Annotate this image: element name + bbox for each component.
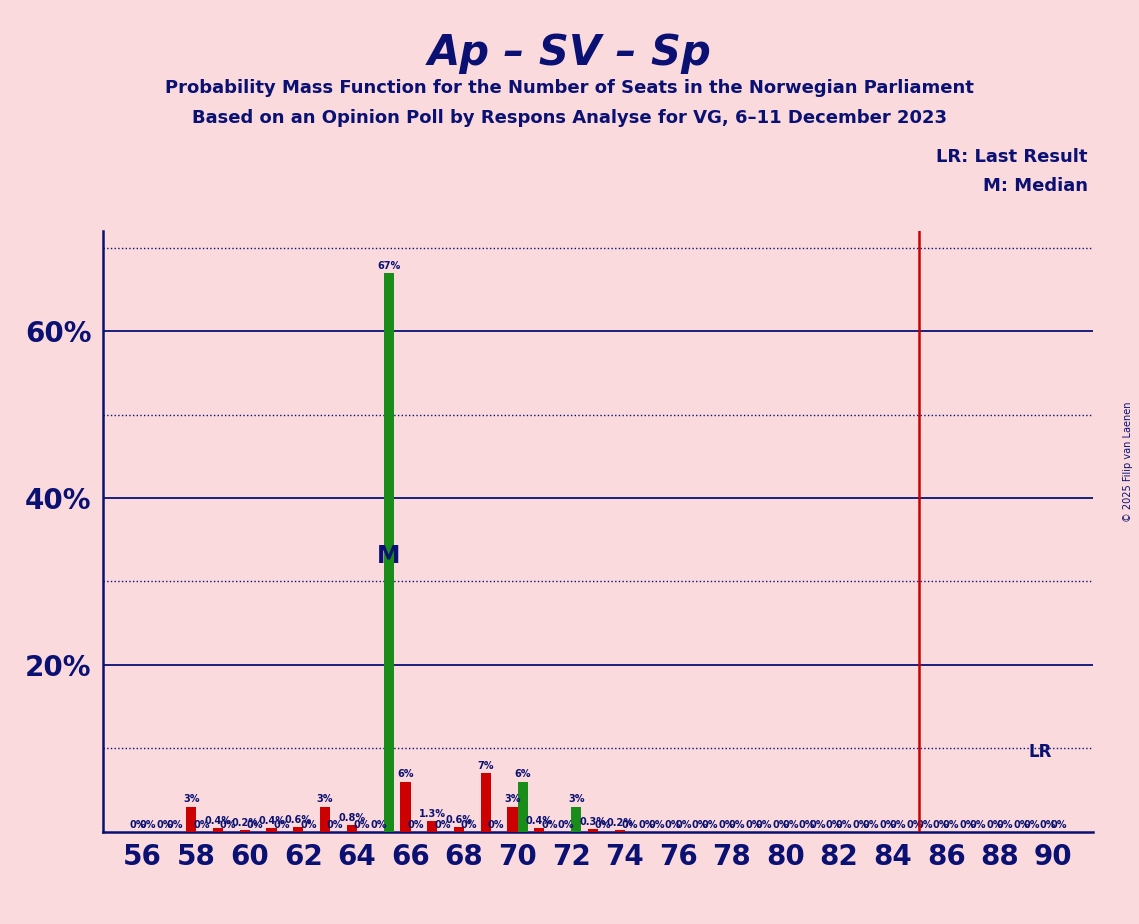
- Text: 0%: 0%: [370, 820, 387, 830]
- Bar: [517, 782, 527, 832]
- Text: 3%: 3%: [505, 795, 521, 805]
- Bar: [534, 828, 544, 832]
- Text: 0%: 0%: [729, 820, 745, 830]
- Text: 0%: 0%: [327, 820, 344, 830]
- Bar: [267, 828, 277, 832]
- Text: 0%: 0%: [541, 820, 558, 830]
- Text: 0%: 0%: [986, 820, 1002, 830]
- Bar: [400, 782, 410, 832]
- Text: © 2025 Filip van Laenen: © 2025 Filip van Laenen: [1123, 402, 1132, 522]
- Bar: [508, 807, 517, 832]
- Text: 0%: 0%: [461, 820, 477, 830]
- Text: 0%: 0%: [943, 820, 959, 830]
- Text: 0.8%: 0.8%: [338, 813, 366, 823]
- Text: 0%: 0%: [273, 820, 290, 830]
- Text: 0%: 0%: [166, 820, 182, 830]
- Text: 0%: 0%: [755, 820, 772, 830]
- Bar: [213, 828, 223, 832]
- Text: 0%: 0%: [906, 820, 923, 830]
- Text: M: Median: M: Median: [983, 177, 1088, 195]
- Bar: [186, 807, 196, 832]
- Text: 0%: 0%: [933, 820, 949, 830]
- Text: 7%: 7%: [477, 761, 494, 772]
- Text: 0%: 0%: [959, 820, 976, 830]
- Text: 0.3%: 0.3%: [580, 817, 606, 827]
- Text: 0%: 0%: [772, 820, 788, 830]
- Text: 0.4%: 0.4%: [204, 816, 231, 826]
- Text: M: M: [377, 544, 401, 568]
- Text: 0%: 0%: [997, 820, 1013, 830]
- Text: 0%: 0%: [691, 820, 708, 830]
- Text: 0%: 0%: [745, 820, 762, 830]
- Text: 0%: 0%: [595, 820, 612, 830]
- Text: 0%: 0%: [130, 820, 146, 830]
- Text: Based on an Opinion Poll by Respons Analyse for VG, 6–11 December 2023: Based on an Opinion Poll by Respons Anal…: [192, 109, 947, 127]
- Text: 0%: 0%: [916, 820, 933, 830]
- Text: 3%: 3%: [183, 795, 199, 805]
- Text: LR: Last Result: LR: Last Result: [936, 148, 1088, 165]
- Text: 0%: 0%: [408, 820, 424, 830]
- Text: 0.4%: 0.4%: [259, 816, 285, 826]
- Text: 0.2%: 0.2%: [606, 818, 633, 828]
- Text: 0%: 0%: [1014, 820, 1030, 830]
- Bar: [453, 827, 464, 832]
- Text: 0%: 0%: [156, 820, 173, 830]
- Bar: [615, 830, 625, 832]
- Text: 0%: 0%: [622, 820, 638, 830]
- Text: 3%: 3%: [568, 795, 584, 805]
- Text: 0%: 0%: [1050, 820, 1066, 830]
- Text: 1.3%: 1.3%: [419, 808, 445, 819]
- Bar: [427, 821, 437, 832]
- Text: 0%: 0%: [836, 820, 852, 830]
- Text: 0%: 0%: [487, 820, 505, 830]
- Text: 6%: 6%: [398, 770, 413, 780]
- Text: 0%: 0%: [301, 820, 317, 830]
- Text: 0%: 0%: [638, 820, 655, 830]
- Text: 0%: 0%: [247, 820, 263, 830]
- Text: 0%: 0%: [665, 820, 681, 830]
- Text: 0%: 0%: [798, 820, 816, 830]
- Text: 0%: 0%: [702, 820, 719, 830]
- Text: 0%: 0%: [879, 820, 895, 830]
- Text: 0%: 0%: [558, 820, 574, 830]
- Bar: [346, 825, 357, 832]
- Text: 6%: 6%: [515, 770, 531, 780]
- Text: LR: LR: [1029, 743, 1051, 761]
- Text: 0%: 0%: [969, 820, 986, 830]
- Text: 0%: 0%: [1023, 820, 1040, 830]
- Text: 0%: 0%: [354, 820, 370, 830]
- Text: 0%: 0%: [220, 820, 237, 830]
- Bar: [239, 830, 249, 832]
- Text: 3%: 3%: [317, 795, 334, 805]
- Text: 0%: 0%: [890, 820, 906, 830]
- Text: 0.6%: 0.6%: [285, 815, 312, 824]
- Bar: [588, 829, 598, 832]
- Text: 0%: 0%: [826, 820, 842, 830]
- Bar: [481, 773, 491, 832]
- Text: 0%: 0%: [434, 820, 451, 830]
- Text: 0%: 0%: [648, 820, 665, 830]
- Bar: [384, 273, 394, 832]
- Bar: [571, 807, 581, 832]
- Text: 67%: 67%: [377, 261, 401, 271]
- Bar: [293, 827, 303, 832]
- Text: 0.2%: 0.2%: [231, 818, 259, 828]
- Text: 0%: 0%: [1040, 820, 1057, 830]
- Text: 0%: 0%: [862, 820, 879, 830]
- Text: Ap – SV – Sp: Ap – SV – Sp: [427, 32, 712, 74]
- Text: 0%: 0%: [194, 820, 210, 830]
- Text: 0%: 0%: [782, 820, 798, 830]
- Text: 0%: 0%: [139, 820, 156, 830]
- Text: 0%: 0%: [675, 820, 691, 830]
- Bar: [320, 807, 330, 832]
- Text: 0%: 0%: [719, 820, 735, 830]
- Text: 0%: 0%: [809, 820, 826, 830]
- Text: 0%: 0%: [852, 820, 869, 830]
- Text: 0.6%: 0.6%: [445, 815, 473, 824]
- Text: 0.4%: 0.4%: [526, 816, 552, 826]
- Text: Probability Mass Function for the Number of Seats in the Norwegian Parliament: Probability Mass Function for the Number…: [165, 79, 974, 96]
